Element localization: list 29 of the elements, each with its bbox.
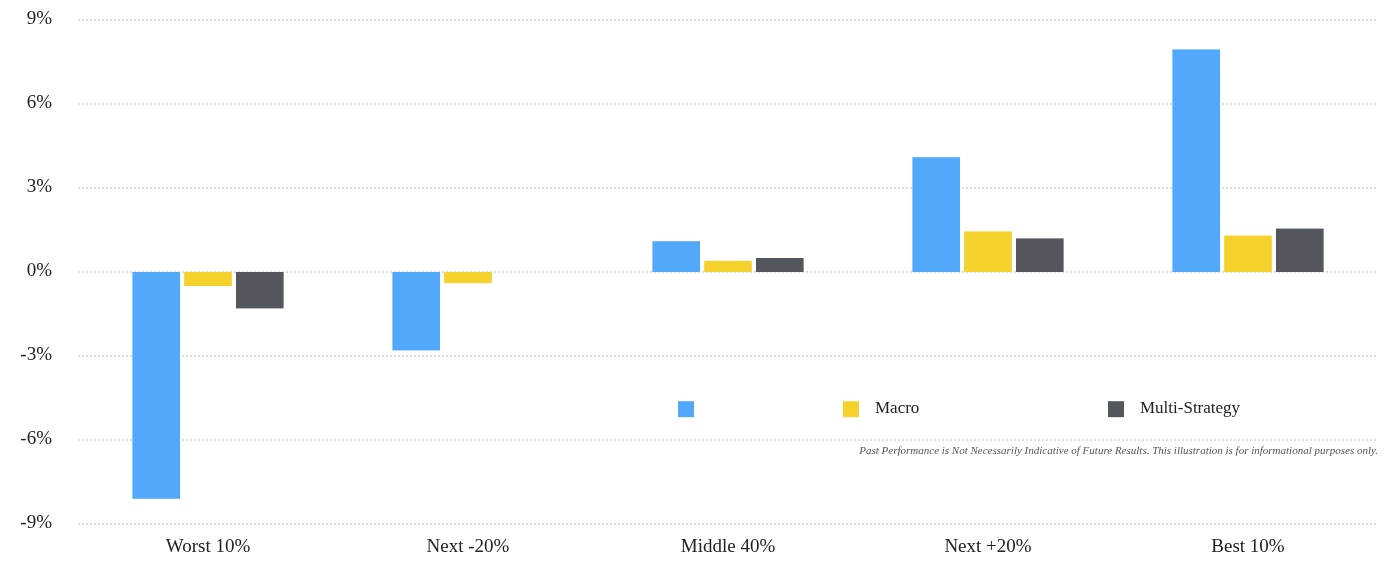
y-tick-label: 9%: [26, 7, 53, 29]
bar: [1015, 238, 1064, 272]
x-tick-label: Next +20%: [944, 535, 1032, 556]
y-tick-label: -6%: [20, 427, 53, 449]
x-tick-label: Best 10%: [1211, 535, 1285, 556]
x-tick-label: Worst 10%: [165, 535, 251, 556]
bar: [912, 157, 961, 272]
y-tick-label: -3%: [20, 343, 53, 365]
legend-label: Macro: [875, 398, 920, 418]
bar: [444, 272, 492, 284]
legend-label: Multi-Strategy: [1140, 398, 1241, 418]
x-tick-label: Next -20%: [426, 535, 510, 556]
bar: [132, 272, 181, 499]
bar: [235, 272, 284, 309]
bar: [184, 272, 232, 286]
annotation: Past Performance is Not Necessarily Indicative of Future Results. This illustration is for informational purposes only.: [858, 444, 1378, 456]
bar: [392, 272, 441, 351]
bar: [1224, 235, 1272, 272]
bar: [755, 258, 804, 272]
x-tick-label: Middle 40%: [680, 535, 776, 556]
bar: [964, 231, 1012, 272]
y-tick-label: 0%: [26, 259, 53, 281]
y-tick-label: -9%: [20, 511, 53, 533]
bar: [1275, 228, 1324, 272]
bar: [1172, 49, 1221, 272]
y-tick-label: 6%: [26, 91, 53, 113]
bar: [704, 260, 752, 272]
y-tick-label: 3%: [26, 175, 53, 197]
bar: [652, 241, 701, 272]
